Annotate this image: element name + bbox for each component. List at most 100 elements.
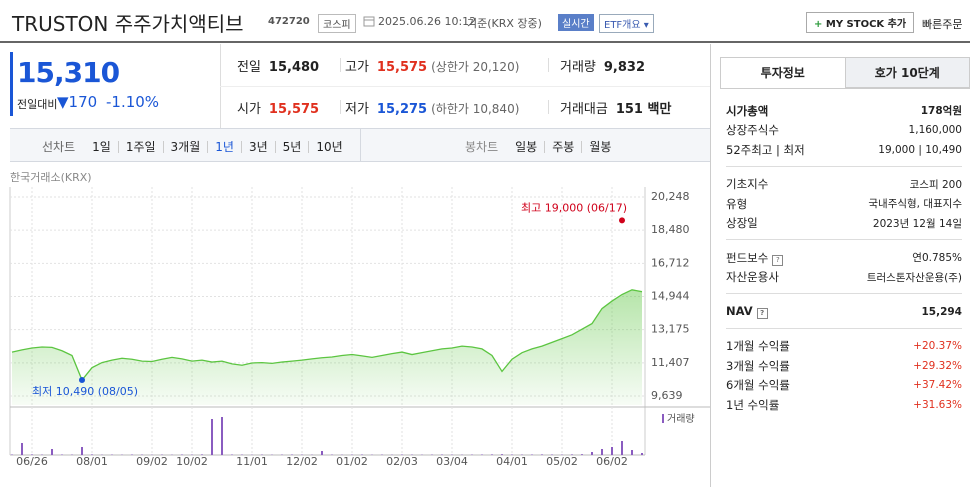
volume-bar: [231, 454, 233, 455]
info-label: 시가총액: [726, 103, 768, 119]
live-badge[interactable]: 실시간: [558, 14, 594, 31]
stock-code: 472720: [268, 16, 310, 27]
period-option[interactable]: 10년: [308, 141, 349, 153]
summary-item: 저가 15,275 (하한가 10,840): [345, 98, 519, 117]
calendar-icon: [363, 16, 375, 27]
market-badge: 코스피: [318, 14, 356, 33]
info-value: +20.37%: [913, 340, 962, 353]
info-row: 1년 수익률 +31.63%: [726, 395, 962, 415]
etf-button[interactable]: ETF개요 ▾: [599, 14, 654, 33]
info-row: 1개월 수익률 +20.37%: [726, 337, 962, 357]
volume-bar: [181, 454, 183, 455]
info-label: 1개월 수익률: [726, 338, 790, 354]
change-label: 전일대비: [17, 98, 58, 111]
price-accent: [10, 52, 13, 116]
source-label: 한국거래소(KRX): [10, 171, 92, 184]
panel-tab[interactable]: 투자정보: [721, 58, 845, 88]
period-option[interactable]: 5년: [274, 141, 309, 153]
info-row: 유형 국내주식형, 대표지수: [726, 194, 962, 214]
x-tick-label: 03/04: [436, 455, 468, 468]
period-option[interactable]: 3개월: [162, 141, 208, 153]
summary-label: 저가: [345, 102, 369, 117]
info-row: 펀드보수? 연0.785%: [726, 248, 962, 268]
x-tick-label: 05/02: [546, 455, 578, 468]
volume-bar: [501, 454, 503, 455]
current-price: 15,310: [17, 56, 120, 89]
volume-bar: [481, 454, 483, 455]
info-value: 연0.785%: [912, 252, 962, 265]
info-label-text: 유형: [726, 196, 748, 211]
summary-value: 15,275: [376, 102, 428, 117]
mystock-button[interactable]: + MY STOCK 추가: [806, 12, 915, 33]
y-tick-label: 20,248: [651, 190, 690, 203]
summary-label: 거래대금: [560, 102, 608, 117]
info-label: 52주최고 | 최저: [726, 142, 805, 158]
volume-bar: [531, 454, 533, 455]
y-tick-label: 9,639: [651, 389, 683, 402]
info-label-text: 자산운용사: [726, 270, 779, 285]
period-option[interactable]: 3년: [240, 141, 275, 153]
volume-bar: [581, 454, 583, 455]
volume-bar: [51, 449, 53, 455]
info-value: +31.63%: [913, 398, 962, 411]
info-label-text: 1년 수익률: [726, 397, 780, 412]
summary-value: 151 백만: [615, 102, 672, 117]
x-tick-label: 11/01: [236, 455, 268, 468]
y-tick-label: 16,712: [651, 256, 690, 269]
candle-option[interactable]: 주봉: [544, 141, 581, 153]
volume-bar: [201, 454, 203, 455]
info-label-text: 시가총액: [726, 103, 769, 118]
info-label: 유형: [726, 196, 747, 212]
volume-bar: [31, 454, 33, 455]
divider: [548, 100, 549, 114]
summary-note: (상한가 20,120): [431, 60, 520, 74]
volume-bar: [291, 454, 293, 455]
info-row: 6개월 수익률 +37.42%: [726, 376, 962, 396]
period-option[interactable]: 1일: [92, 140, 111, 154]
panel-tab[interactable]: 호가 10단계: [844, 58, 969, 88]
volume-bar: [81, 447, 83, 455]
candle-label: 봉차트: [465, 140, 499, 154]
info-label-text: 상장일: [726, 216, 758, 231]
panel-tabs: 투자정보 호가 10단계: [720, 57, 970, 89]
help-icon: ?: [756, 308, 768, 320]
volume-bar: [441, 454, 443, 455]
volume-bar: [131, 454, 133, 455]
info-row: 상장주식수 1,160,000: [726, 121, 962, 141]
x-tick-label: 08/01: [76, 455, 108, 468]
volume-bar: [321, 451, 323, 455]
info-label-text: 펀드보수: [726, 250, 769, 265]
candle-option[interactable]: 월봉: [581, 141, 618, 153]
period-option[interactable]: 1년: [207, 141, 241, 153]
volume-bar: [591, 452, 593, 455]
quick-order[interactable]: 빠른주문: [922, 18, 963, 31]
info-label-text: NAV: [726, 304, 753, 319]
volume-bar: [601, 449, 603, 455]
x-tick-label: 06/02: [596, 455, 628, 468]
summary-label: 고가: [345, 60, 369, 75]
info-label: 펀드보수?: [726, 250, 784, 266]
volume-bar: [621, 441, 623, 455]
x-tick-label: 02/03: [386, 455, 418, 468]
volume-bar: [91, 454, 93, 455]
divider: [548, 58, 549, 72]
period-option[interactable]: 1주일: [117, 141, 163, 153]
help-icon: ?: [772, 254, 784, 266]
change-value: 170: [68, 93, 98, 111]
panel-body: 시가총액 178억원 상장주식수 1,160,000 52주최고 | 최저 19,000 …: [720, 89, 970, 421]
x-tick-label: 12/02: [286, 455, 318, 468]
panel-section: 1개월 수익률 +20.37% 3개월 수익률 +29.32% 6개월 수익률 +37.4…: [726, 335, 962, 421]
volume-bar: [641, 453, 643, 455]
panel-section: NAV? 15,294: [726, 300, 962, 329]
summary-value: 15,575: [268, 102, 320, 117]
volume-bar: [511, 454, 513, 455]
info-value: 15,294: [921, 305, 962, 318]
info-label: 기초지수: [726, 176, 768, 192]
info-value: 1,160,000: [908, 124, 962, 137]
volume-bar: [61, 454, 63, 455]
summary-label: 전일: [237, 60, 261, 75]
divider: [220, 86, 710, 87]
candle-option[interactable]: 일봉: [515, 140, 538, 154]
x-tick-label: 04/01: [496, 455, 528, 468]
summary-item: 전일 15,480: [237, 56, 319, 75]
